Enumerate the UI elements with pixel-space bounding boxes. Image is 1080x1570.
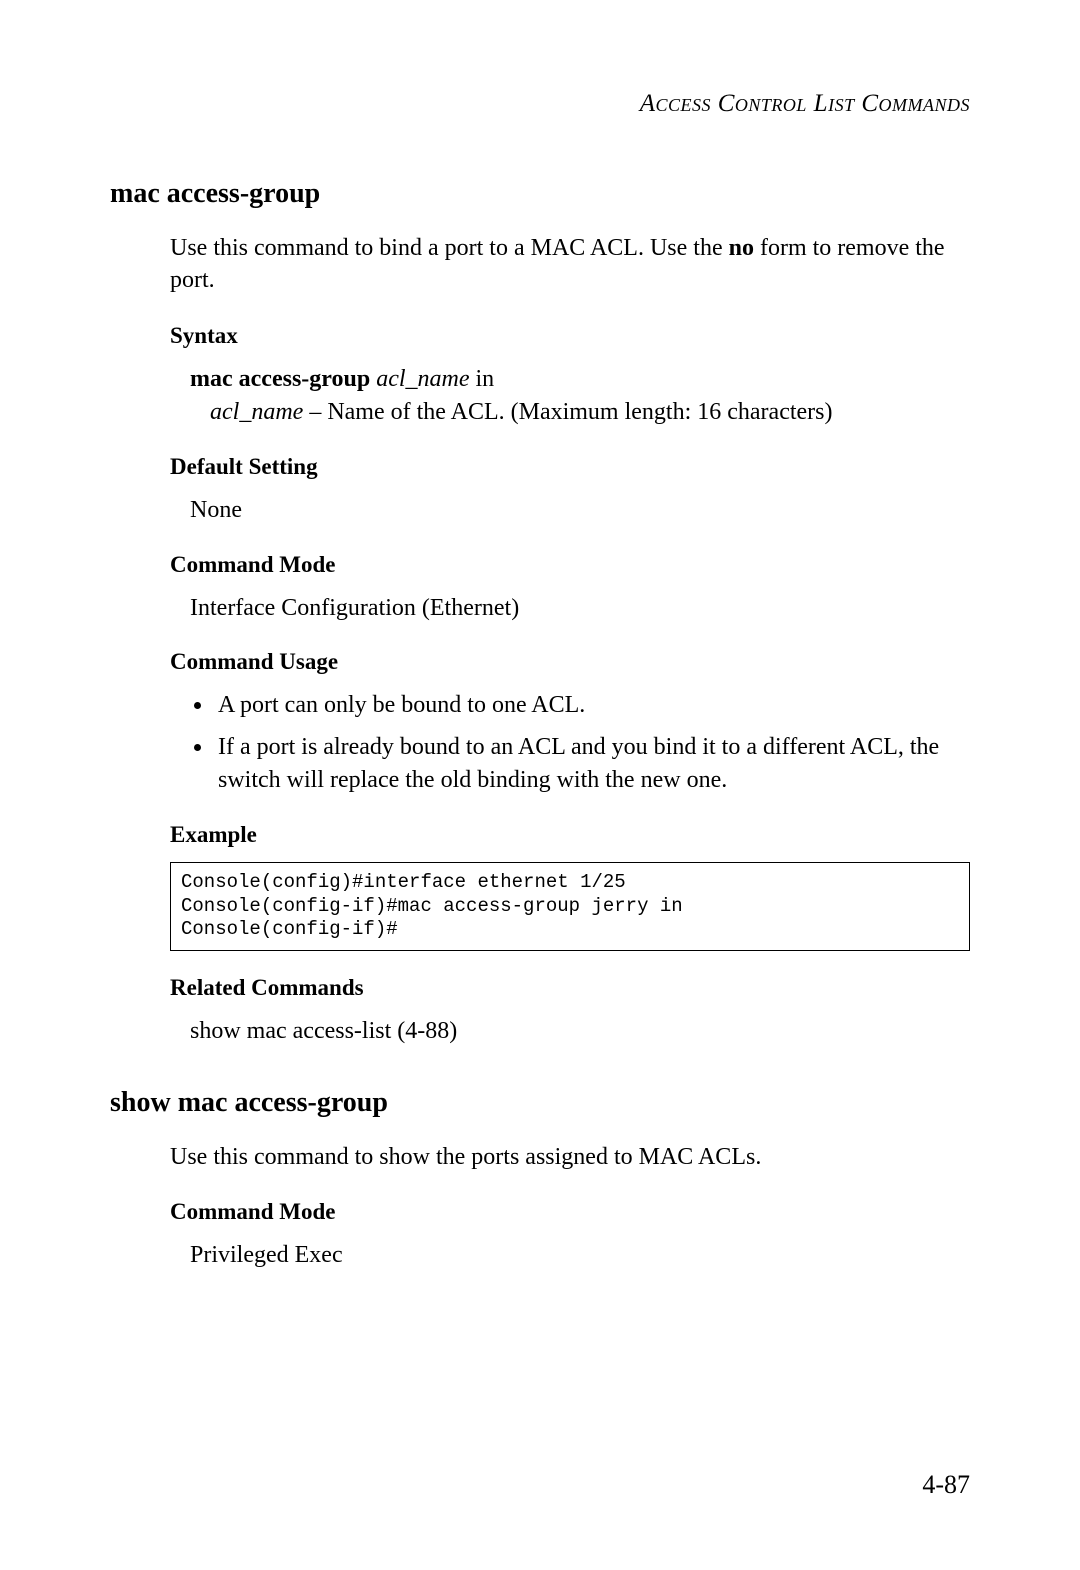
- usage-item: If a port is already bound to an ACL and…: [214, 731, 970, 798]
- command-intro-2: Use this command to show the ports assig…: [170, 1141, 970, 1173]
- syntax-param-italic: acl_name: [376, 366, 469, 392]
- example-label: Example: [170, 822, 970, 848]
- command-intro: Use this command to bind a port to a MAC…: [170, 232, 970, 297]
- mode-label-2: Command Mode: [170, 1199, 970, 1225]
- mode-label: Command Mode: [170, 552, 970, 578]
- mode-value-2: Privileged Exec: [190, 1239, 970, 1273]
- default-label: Default Setting: [170, 454, 970, 480]
- document-page: Access Control List Commands mac access-…: [0, 0, 1080, 1570]
- syntax-param-desc: acl_name – Name of the ACL. (Maximum len…: [210, 396, 970, 430]
- command-title-mac-access-group: mac access-group: [110, 178, 970, 210]
- usage-label: Command Usage: [170, 649, 970, 675]
- syntax-label: Syntax: [170, 323, 970, 349]
- page-number: 4-87: [922, 1470, 970, 1500]
- default-value: None: [190, 494, 970, 528]
- example-code-block: Console(config)#interface ethernet 1/25 …: [170, 862, 970, 951]
- mode-value: Interface Configuration (Ethernet): [190, 592, 970, 626]
- syntax-line: mac access-group acl_name in: [190, 363, 970, 397]
- syntax-tail: in: [470, 366, 495, 392]
- intro-pre: Use this command to bind a port to a MAC…: [170, 235, 729, 261]
- param-name: acl_name: [210, 399, 303, 425]
- chapter-header: Access Control List Commands: [110, 90, 970, 118]
- related-label: Related Commands: [170, 975, 970, 1001]
- related-value: show mac access-list (4-88): [190, 1015, 970, 1049]
- usage-list: A port can only be bound to one ACL. If …: [190, 689, 970, 798]
- command-title-show-mac-access-group: show mac access-group: [110, 1087, 970, 1119]
- syntax-cmd: mac access-group: [190, 366, 370, 392]
- param-desc: – Name of the ACL. (Maximum length: 16 c…: [303, 399, 832, 425]
- intro-bold: no: [729, 235, 754, 261]
- usage-item: A port can only be bound to one ACL.: [214, 689, 970, 723]
